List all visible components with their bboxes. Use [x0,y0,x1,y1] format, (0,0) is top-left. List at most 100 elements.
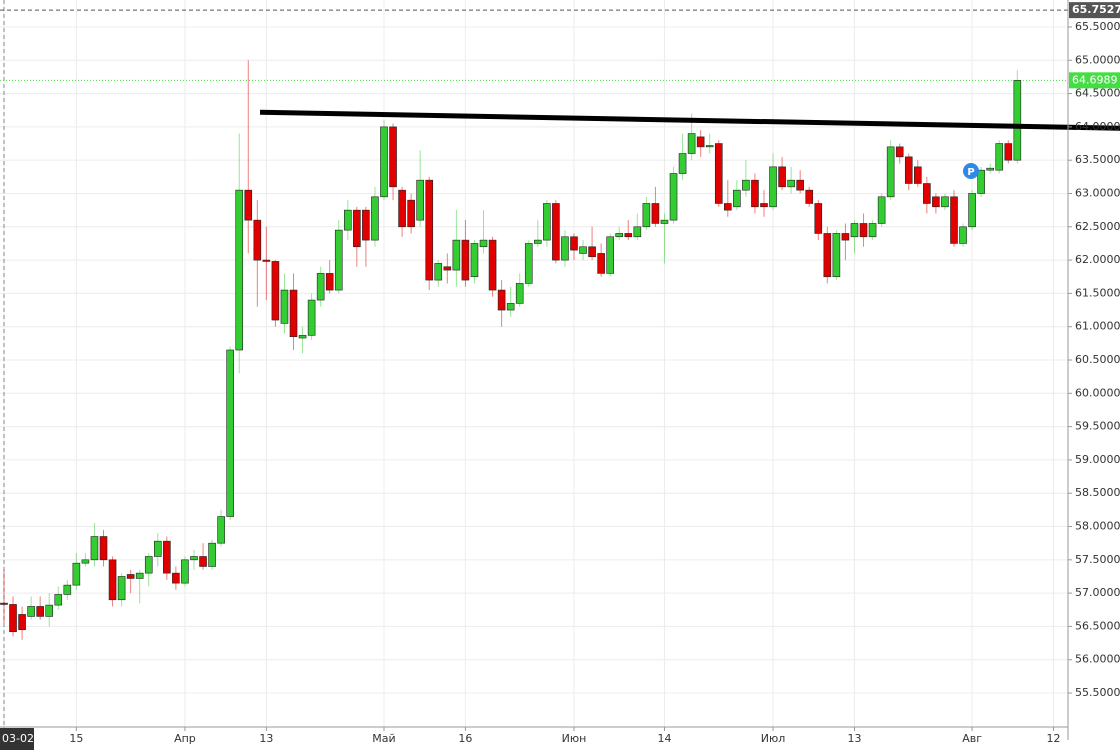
candle-body [651,203,660,224]
candle-body [18,614,26,631]
candle-body [959,226,967,244]
candle-body [733,189,741,208]
candle-body [452,239,461,271]
candle-body [45,604,54,617]
candle-body [371,196,379,241]
candle-body [642,203,651,228]
candle-body [298,335,307,339]
grid [0,0,1068,727]
x-tick-label: 13 [847,732,861,745]
candle-body [588,246,596,258]
trendline [259,109,1120,131]
candle-body [615,233,624,238]
candle-body [624,233,633,238]
candle-body [190,556,198,561]
x-tick-label: Апр [174,732,196,745]
candle-body [135,572,144,579]
candle-body [787,179,795,188]
x-tick-label: 03-02 [2,732,34,745]
candle-body [742,179,750,191]
candle-body [235,189,244,351]
candle-body [1004,143,1013,161]
x-tick-label: Июн [562,732,587,745]
candle-body [289,289,298,337]
candle-body [506,303,515,311]
candle-body [814,203,823,234]
candle-body [850,223,859,238]
candle-body [841,233,850,241]
y-tick-label: 56.5000 [1075,619,1120,632]
x-tick-label: 16 [458,732,472,745]
candle-body [524,243,533,284]
candle-body [271,261,280,321]
candle-body [153,540,162,557]
candle-body [805,189,814,204]
candle-body [307,299,316,336]
candle-body [597,253,605,274]
candle-body [253,219,262,261]
candle-body [714,143,723,204]
candle-body [687,133,696,154]
y-tick-label: 63.5000 [1075,153,1120,166]
candle-body [181,559,189,584]
candle-body [660,219,669,224]
y-tick-label: 64.5000 [1075,87,1120,100]
candle-body [488,239,497,291]
event-marker-label: P [967,167,974,178]
candle-body [280,289,289,324]
candle-body [0,602,8,605]
candle-body [760,203,768,208]
x-tick-label: 15 [69,732,83,745]
plot: P [0,60,1120,640]
event-marker [963,163,979,179]
last-price-label: 64.6989 [1072,73,1118,86]
candle-body [316,273,325,301]
candle-body [262,259,271,262]
candle-body [36,606,44,617]
candle-body [81,559,90,564]
candle-body [823,233,832,278]
candle-body [543,203,551,241]
candle-body [144,556,153,574]
x-tick-label: Июл [761,732,786,745]
candle-body [1013,80,1022,161]
candle-body [995,143,1004,171]
candle-body [724,203,732,211]
candle-body [172,572,180,584]
candle-body [696,136,705,148]
y-tick-label: 65.5000 [1075,20,1120,33]
candle-body [163,540,171,574]
candle-body [72,562,81,586]
candle-body [470,243,479,278]
candle-body [362,209,370,241]
candle-body [886,146,895,198]
candle-body [9,604,17,633]
candle-body [434,263,443,281]
candle-body [244,189,253,221]
candle-body [334,229,343,291]
candle-body [99,536,108,561]
y-tick-label: 59.0000 [1075,453,1120,466]
candle-body [950,196,958,244]
candle-body [895,146,904,158]
x-tick-label: 13 [259,732,273,745]
x-tick-label: 14 [657,732,671,745]
candle-body [751,179,759,208]
candle-body [226,349,234,517]
y-tick-label: 55.5000 [1075,686,1120,699]
y-tick-label: 65.0000 [1075,53,1120,66]
candle-body [398,189,406,228]
y-tick-label: 59.5000 [1075,420,1120,433]
candle-body [461,239,470,281]
candle-body [579,246,587,254]
y-tick-label: 60.5000 [1075,353,1120,366]
candle-body [678,153,687,174]
candle-body [968,193,976,228]
high-label-box [1069,2,1120,19]
candle-body [705,145,714,148]
candle-body [497,289,506,311]
candle-body [778,166,786,188]
candle-body [389,126,397,188]
